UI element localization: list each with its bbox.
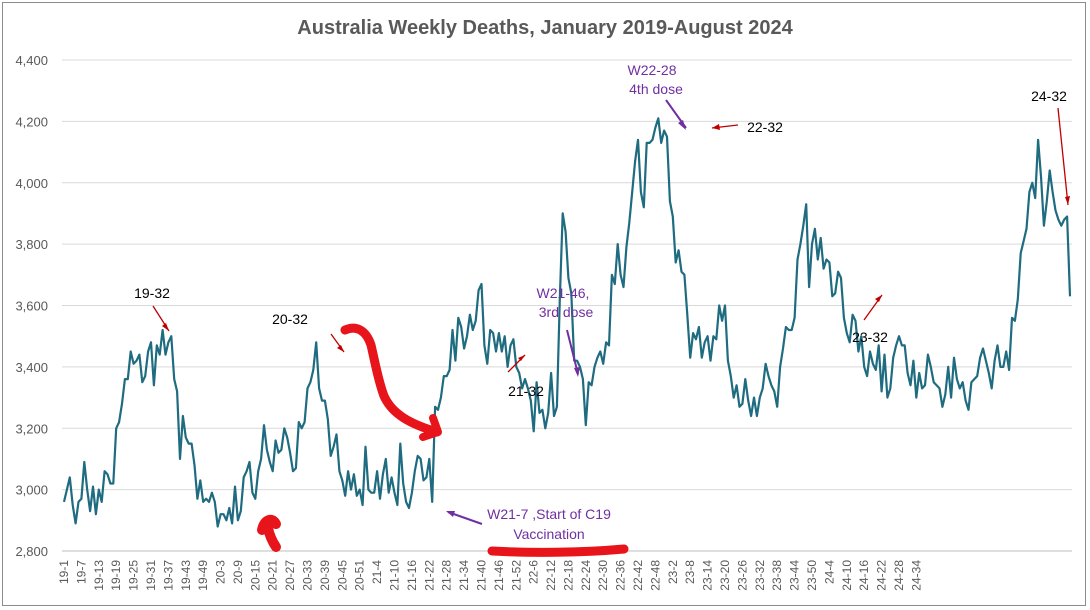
arrowhead-21-32 (518, 355, 525, 361)
x-tick-label: 21-52 (509, 560, 523, 591)
x-tick-label: 22-42 (631, 560, 645, 591)
y-tick-label: 3,000 (15, 483, 48, 498)
arrowhead-w21-7 (446, 511, 455, 517)
x-tick-label: 20-45 (335, 560, 349, 591)
x-tick-label: 21-22 (422, 560, 436, 591)
label-w21-46: W21-46, (537, 285, 590, 301)
x-tick-label: 22-12 (544, 560, 558, 591)
annotation-labels: 19-32 20-32 21-32 22-32 23-32 24-32 W22-… (134, 62, 1067, 542)
arrowhead-w22-28 (678, 120, 686, 130)
label-23-32: 23-32 (852, 329, 888, 345)
x-axis-ticks: 19-1 19-7 19-13 19-19 19-25 19-31 19-37 19-43 19… (57, 560, 923, 591)
x-tick-label: 20-39 (318, 560, 332, 591)
y-tick-label: 3,200 (15, 421, 48, 436)
x-tick-label: 23-2 (666, 560, 680, 584)
x-tick-label: 24-10 (840, 560, 854, 591)
red-underline (487, 544, 629, 557)
series-line (62, 117, 1072, 528)
x-tick-label: 23-44 (788, 560, 802, 591)
x-tick-label: 19-7 (74, 560, 88, 584)
x-tick-label: 24-22 (875, 560, 889, 591)
x-tick-label: 20-27 (283, 560, 297, 591)
arrow-w21-46 (566, 329, 579, 375)
series-weekly-deaths (62, 117, 1072, 528)
x-tick-label: 20-51 (353, 560, 367, 591)
x-tick-label: 24-28 (892, 560, 906, 591)
x-tick-label: 21-34 (457, 560, 471, 591)
arrowhead-w21-46 (574, 367, 580, 377)
x-tick-label: 22-18 (561, 560, 575, 591)
x-tick-label: 22-6 (527, 560, 541, 584)
x-tick-label: 19-31 (144, 560, 158, 591)
x-tick-label: 21-4 (370, 560, 384, 584)
x-tick-label: 19-25 (127, 560, 141, 591)
y-tick-label: 3,800 (15, 237, 48, 252)
label-19-32: 19-32 (134, 285, 170, 301)
x-tick-label: 19-19 (109, 560, 123, 591)
arrowhead-23-32 (875, 295, 882, 302)
x-tick-label: 23-14 (701, 560, 715, 591)
arrowhead-20-32 (337, 345, 344, 352)
x-tick-label: 19-43 (179, 560, 193, 591)
red-mark-low (257, 514, 281, 552)
label-w22-28: W22-28 (627, 62, 676, 78)
annotation-arrows (152, 99, 1070, 525)
x-tick-label: 19-1 (57, 560, 71, 584)
chart-title: Australia Weekly Deaths, January 2019-Au… (297, 17, 793, 39)
y-tick-label: 4,200 (15, 114, 48, 129)
x-tick-label: 20-21 (266, 560, 280, 591)
label-24-32: 24-32 (1031, 88, 1067, 104)
x-tick-label: 20-33 (301, 560, 315, 591)
red-curved-arrow (340, 323, 442, 437)
y-tick-label: 3,400 (15, 360, 48, 375)
arrowhead-19-32 (162, 323, 169, 331)
arrow-24-32 (1057, 107, 1069, 206)
x-tick-label: 23-20 (718, 560, 732, 591)
x-tick-label: 22-30 (596, 560, 610, 591)
x-tick-label: 24-16 (857, 560, 871, 591)
x-tick-label: 20-15 (248, 560, 262, 591)
x-tick-label: 23-38 (770, 560, 784, 591)
label-21-32: 21-32 (508, 383, 544, 399)
red-hand-markings (257, 323, 629, 557)
x-tick-label: 23-8 (683, 560, 697, 584)
label-vaccination: Vaccination (513, 526, 584, 542)
x-tick-label: 21-40 (474, 560, 488, 591)
x-tick-label: 22-36 (614, 560, 628, 591)
arrowhead-22-32 (712, 124, 720, 130)
x-tick-label: 22-48 (648, 560, 662, 591)
red-arrow-head (419, 414, 442, 441)
arrowhead-24-32 (1065, 196, 1070, 205)
x-tick-label: 24-4 (822, 560, 836, 584)
y-tick-label: 4,400 (15, 53, 48, 68)
label-22-32: 22-32 (747, 119, 783, 135)
label-3rd-dose: 3rd dose (539, 304, 594, 320)
y-tick-label: 2,800 (15, 544, 48, 559)
x-tick-label: 19-49 (196, 560, 210, 591)
label-4th-dose: 4th dose (629, 81, 683, 97)
x-tick-label: 23-26 (735, 560, 749, 591)
x-tick-label: 22-24 (579, 560, 593, 591)
x-tick-label: 23-32 (753, 560, 767, 591)
x-tick-label: 19-37 (161, 560, 175, 591)
x-tick-label: 21-16 (405, 560, 419, 591)
label-w21-7: W21-7 ,Start of C19 (487, 506, 611, 522)
gridlines (62, 59, 1072, 491)
x-tick-label: 19-13 (92, 560, 106, 591)
x-tick-label: 21-28 (440, 560, 454, 591)
x-tick-label: 24-34 (909, 560, 923, 591)
y-tick-label: 3,600 (15, 299, 48, 314)
label-20-32: 20-32 (272, 311, 308, 327)
x-tick-label: 20-9 (231, 560, 245, 584)
x-tick-label: 21-10 (388, 560, 402, 591)
x-tick-label: 20-3 (214, 560, 228, 584)
x-tick-label: 23-50 (805, 560, 819, 591)
x-tick-label: 21-46 (492, 560, 506, 591)
y-tick-label: 4,000 (15, 176, 48, 191)
y-axis-ticks: 2,800 3,000 3,200 3,400 3,600 3,800 4,000 4,200… (15, 53, 48, 559)
